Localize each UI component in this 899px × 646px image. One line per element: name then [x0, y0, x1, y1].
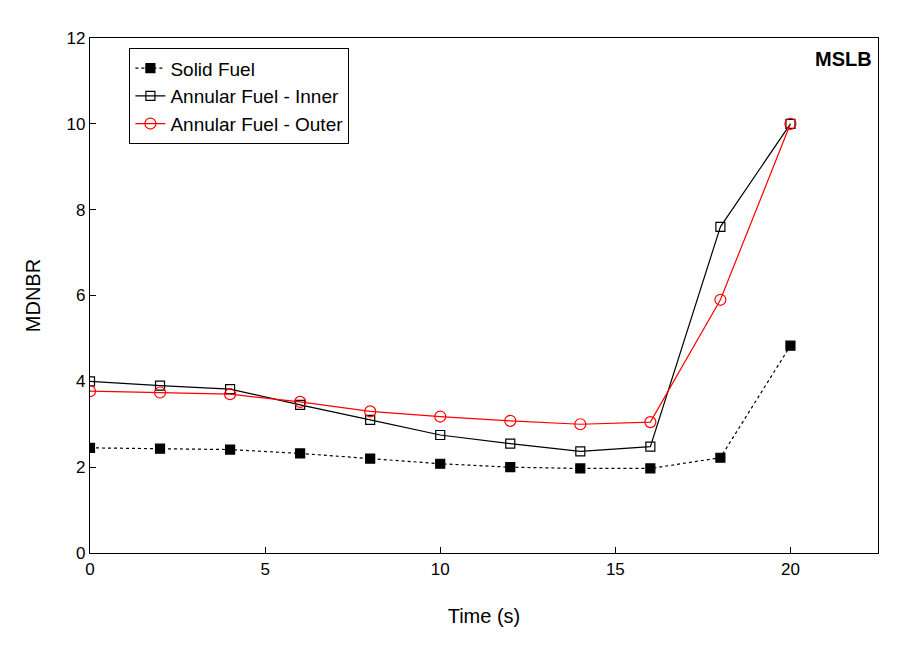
svg-text:15: 15: [606, 560, 625, 579]
svg-text:4: 4: [76, 372, 85, 391]
svg-text:MDNBR: MDNBR: [22, 259, 44, 332]
svg-text:Time (s): Time (s): [448, 605, 521, 627]
svg-text:10: 10: [67, 115, 86, 134]
svg-text:12: 12: [67, 29, 86, 48]
svg-text:8: 8: [76, 201, 85, 220]
svg-text:Solid Fuel: Solid Fuel: [170, 59, 255, 80]
svg-text:10: 10: [431, 560, 450, 579]
svg-text:5: 5: [260, 560, 269, 579]
svg-text:0: 0: [85, 560, 94, 579]
svg-text:6: 6: [76, 286, 85, 305]
svg-text:Annular Fuel - Inner: Annular Fuel - Inner: [170, 86, 339, 107]
svg-text:Annular Fuel - Outer: Annular Fuel - Outer: [170, 114, 343, 135]
svg-text:2: 2: [76, 458, 85, 477]
svg-text:0: 0: [76, 544, 85, 563]
svg-text:20: 20: [781, 560, 800, 579]
svg-text:MSLB: MSLB: [815, 48, 872, 70]
